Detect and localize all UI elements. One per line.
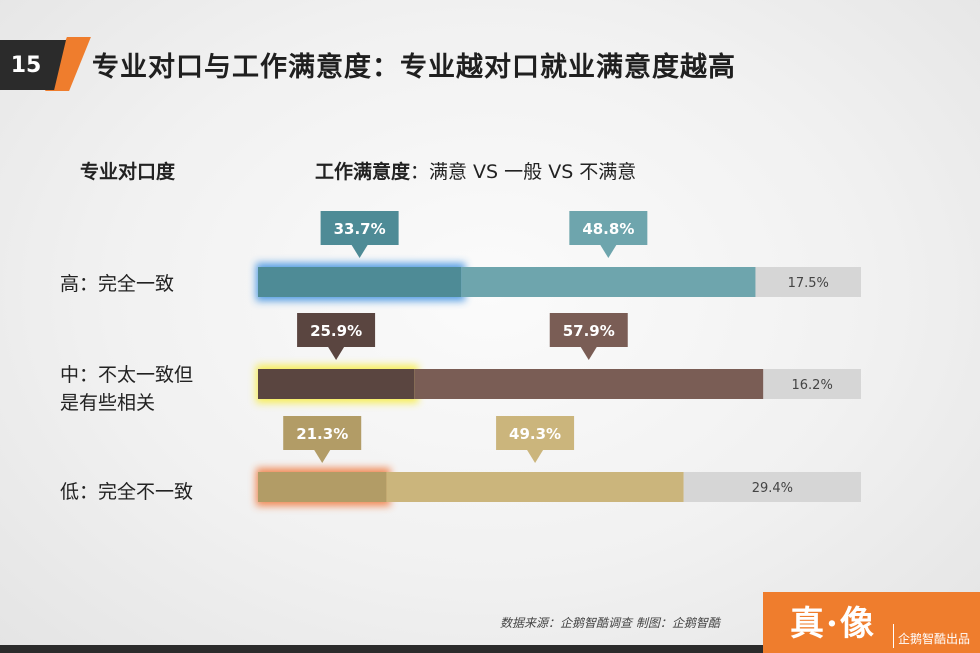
brand-logo: 真·像 <box>790 604 876 644</box>
page-title: 专业对口与工作满意度：专业越对口就业满意度越高 <box>92 52 736 83</box>
callout-pointer <box>580 347 597 360</box>
bar-segment <box>414 369 764 399</box>
bar-segment <box>258 472 387 502</box>
category-column-header: 专业对口度 <box>80 161 176 183</box>
data-source-note: 数据来源：企鹅智酷调查 制图：企鹅智酷 <box>500 616 720 630</box>
bar-segment <box>386 472 684 502</box>
callout-box <box>549 313 628 347</box>
brand-logo-box <box>763 592 980 653</box>
data-label: 33.7% <box>334 220 386 238</box>
callout-box <box>283 416 362 450</box>
category-label-line: 低：完全不一致 <box>60 481 194 503</box>
callout-pointer <box>600 245 617 258</box>
bottom-strip <box>0 645 763 653</box>
data-label: 21.3% <box>296 425 348 443</box>
satisfaction-column-header: 工作满意度：满意 VS 一般 VS 不满意 <box>315 157 636 184</box>
category-label: 高：完全一致 <box>60 270 174 298</box>
data-label: 17.5% <box>788 276 829 291</box>
callout-pointer <box>328 347 345 360</box>
bar-segment <box>755 267 861 297</box>
category-label-line: 是有些相关 <box>60 392 156 414</box>
data-label: 57.9% <box>563 322 615 340</box>
bar-segment <box>258 267 462 297</box>
satisfaction-header-rest: ：满意 VS 一般 VS 不满意 <box>410 161 637 183</box>
stacked-bar-chart: 33.7% 48.8% 17.5% 25.9% 57.9% 16.2% 21.3% 49.3%… <box>256 211 861 506</box>
bar-segment <box>461 267 756 297</box>
category-label: 低：完全不一致 <box>60 478 193 506</box>
logo-separator <box>893 624 894 648</box>
bar-segment <box>683 472 861 502</box>
callout-box <box>297 313 376 347</box>
callout-pointer <box>527 450 544 463</box>
data-label: 25.9% <box>310 322 362 340</box>
callout-box <box>569 211 648 245</box>
callout-box <box>496 416 575 450</box>
bar-segment <box>763 369 861 399</box>
brand-sub: 企鹅智酷出品 <box>898 632 971 646</box>
category-label-line: 高：完全一致 <box>60 273 175 295</box>
satisfaction-header-bold: 工作满意度 <box>315 161 411 183</box>
category-label-line: 中：不太一致但 <box>60 364 194 386</box>
callout-box <box>320 211 399 245</box>
bar-segment <box>258 369 415 399</box>
category-label: 中：不太一致但 是有些相关 <box>60 361 193 417</box>
page-number: 15 <box>0 40 66 90</box>
data-label: 48.8% <box>582 220 634 238</box>
data-label: 16.2% <box>792 378 833 393</box>
data-label: 49.3% <box>509 425 561 443</box>
callout-pointer <box>314 450 331 463</box>
data-label: 29.4% <box>752 481 793 496</box>
callout-pointer <box>351 245 368 258</box>
